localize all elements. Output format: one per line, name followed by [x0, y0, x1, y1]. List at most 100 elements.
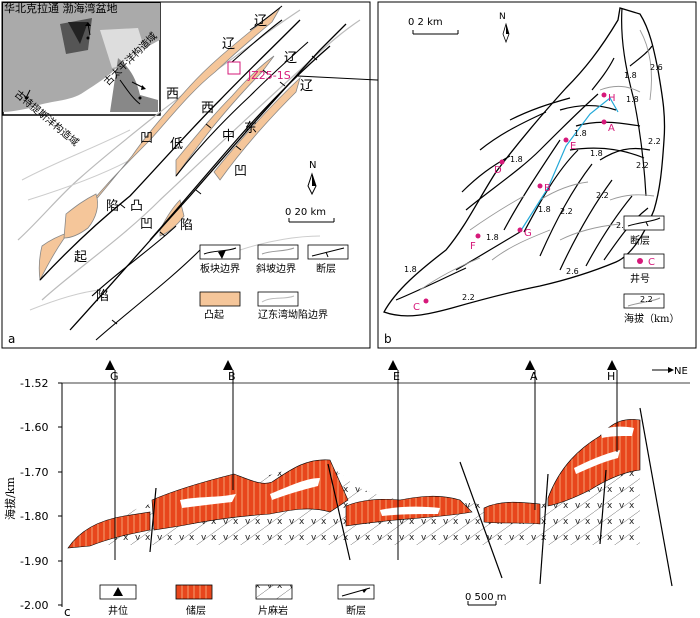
structure-outline	[383, 7, 666, 317]
legend-b-well-marker: C	[648, 257, 655, 268]
contour-label: 1.8	[486, 233, 499, 242]
basin-label: 西	[166, 87, 179, 102]
legend-plate: 板块边界	[200, 262, 240, 275]
basin-label: 凹	[234, 164, 247, 179]
well-label: D	[494, 165, 502, 176]
legend-a: 板块边界 斜坡边界 断层 凸起 辽东湾坳陷边界	[199, 244, 349, 321]
contours-b	[419, 29, 655, 291]
legend-c: 井位 储层 片麻岩 断层	[99, 584, 375, 617]
well-marker-icon	[607, 360, 617, 370]
section-line	[519, 97, 619, 233]
well-label: E	[393, 370, 400, 383]
legend-depression: 辽东湾坳陷边界	[258, 308, 328, 321]
well-marker-icon	[105, 360, 115, 370]
basin-labels: 辽 辽 辽 辽 西 西 凹 低 中 东 凹 陷 凸 凹 陷 起 陷	[74, 14, 313, 304]
north-arrow-icon: N	[307, 160, 317, 196]
legend-c-fault: 断层	[346, 604, 366, 617]
north-arrow-b-icon: N	[499, 12, 510, 44]
well-label: H	[607, 370, 615, 383]
contour-label: 2.2	[616, 221, 629, 230]
well-marker-icon	[223, 360, 233, 370]
scale-label-b: 0 2 km	[408, 17, 443, 28]
faults-c	[149, 407, 673, 587]
basin-label: 起	[74, 250, 87, 265]
well-box-label: JZ25-1S	[247, 69, 291, 82]
basin-label: 辽	[284, 51, 297, 66]
y-tick: -1.60	[20, 421, 48, 434]
well-marker-icon	[388, 360, 398, 370]
y-tick: -2.00	[20, 599, 48, 612]
contour-label: 1.8	[590, 149, 603, 158]
y-tick: -1.90	[20, 555, 48, 568]
well-label: F	[470, 241, 476, 252]
basin-label-liao-top: 辽	[254, 14, 267, 29]
well-label: B	[544, 183, 551, 194]
contour-labels: 1.8 1.8 2.6 2.2 2.2 1.8 1.8 2.2 1.8 2.2 …	[404, 63, 663, 302]
well-label: A	[608, 123, 615, 134]
scale-label-c: 0 500 m	[465, 592, 507, 603]
direction-label: NE	[674, 366, 688, 377]
well-marker	[601, 119, 607, 125]
well-label: C	[413, 302, 420, 313]
y-ticks: -1.52 -1.60 -1.70 -1.80 -1.90 -2.00	[20, 377, 62, 612]
y-axis-label: 海拔/km	[3, 477, 17, 520]
panel-b: b 0 2 km N	[377, 1, 697, 349]
panel-c-label: c	[64, 605, 71, 618]
basin-label: 陷	[180, 218, 193, 233]
well-marker	[601, 92, 607, 98]
inset-title: 华北克拉通 渤海湾盆地	[4, 1, 118, 15]
well-marker	[475, 233, 481, 239]
panel-a: 华北克拉通 渤海湾盆地 古特提斯洋构造域 古太平洋构造域	[1, 1, 371, 349]
basin-label: 中	[222, 129, 235, 144]
y-tick: -1.70	[20, 466, 48, 479]
contour-label: 2.2	[462, 293, 475, 302]
legend-fault: 断层	[316, 262, 336, 275]
north-label-b: N	[499, 12, 506, 22]
wells-b: H A E B D F G C	[413, 92, 616, 313]
panel-b-label: b	[384, 332, 392, 346]
contour-label: 1.8	[404, 265, 417, 274]
legend-c-gneiss: 片麻岩	[258, 604, 288, 617]
scale-bar-c: 0 500 m	[465, 592, 507, 606]
scale-bar-b: 0 2 km	[408, 17, 459, 35]
well-label: A	[530, 370, 538, 383]
legend-b: 断层 C 井号 2.2 海拔（km）	[623, 215, 680, 325]
legend-uplift: 凸起	[204, 309, 224, 321]
contour-label: 1.8	[538, 205, 551, 214]
y-tick: -1.80	[20, 510, 48, 523]
basin-label: 陷	[106, 199, 119, 214]
scale-bar: 0 20 km	[285, 207, 335, 223]
contour-label: 2.2	[560, 207, 573, 216]
contour-label: 1.8	[624, 71, 637, 80]
basin-label: 凸	[130, 199, 143, 214]
basin-label: 辽	[222, 37, 235, 52]
north-label: N	[309, 160, 316, 171]
contour-label: 1.8	[574, 129, 587, 138]
legend-b-fault: 断层	[630, 234, 650, 247]
well-label: H	[608, 93, 616, 104]
well-label: G	[110, 370, 119, 383]
legend-slope: 斜坡边界	[256, 262, 296, 275]
contour-label: 1.8	[510, 155, 523, 164]
contour-label: 2.2	[648, 137, 661, 146]
faults-b	[395, 7, 653, 301]
contour-label: 2.6	[650, 63, 663, 72]
legend-c-reservoir: 储层	[186, 604, 206, 617]
basin-label: 凹	[140, 131, 153, 146]
basin-label: 东	[244, 121, 257, 136]
well-marker	[563, 137, 569, 143]
legend-b-well: 井号	[630, 272, 650, 285]
legend-b-elev-value: 2.2	[640, 295, 653, 304]
well-marker	[537, 183, 543, 189]
basin-label: 凹	[140, 217, 153, 232]
well-label: G	[524, 228, 532, 239]
legend-b-elev: 海拔（km）	[624, 312, 680, 325]
inset-map: 华北克拉通 渤海湾盆地 古特提斯洋构造域 古太平洋构造域	[2, 1, 161, 149]
basin-label: 西	[201, 101, 214, 116]
well-marker	[499, 159, 505, 165]
contour-label: 1.8	[626, 95, 639, 104]
legend-c-well: 井位	[108, 604, 128, 617]
well-label: E	[570, 141, 576, 152]
well-label: B	[228, 370, 236, 383]
well-marker	[517, 227, 523, 233]
